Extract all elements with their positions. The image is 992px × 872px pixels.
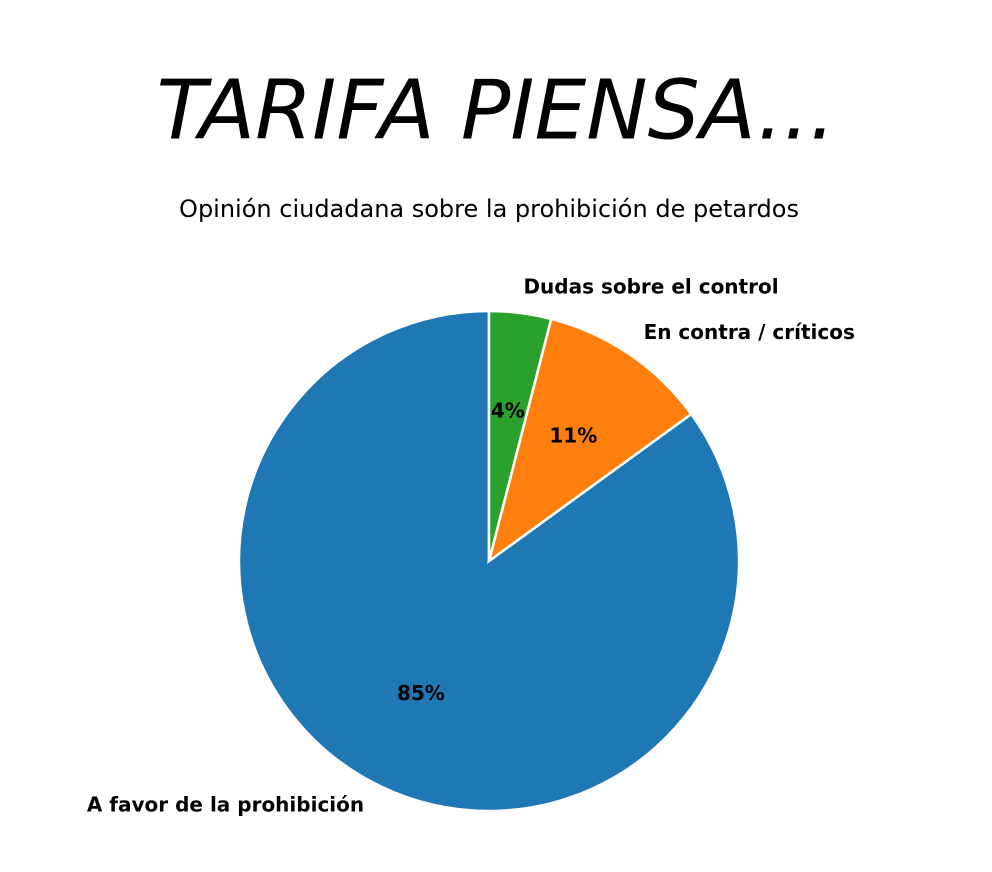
pie-slice: [487, 309, 553, 562]
chart-title: TARIFA PIENSA...: [157, 63, 836, 158]
value-label: 85%: [397, 681, 445, 705]
value-label: 4%: [491, 399, 525, 423]
slice-label: Dudas sobre el control: [523, 275, 778, 299]
slice-label: En contra / críticos: [644, 320, 855, 344]
chart-subtitle: Opinión ciudadana sobre la prohibición d…: [179, 195, 799, 223]
pie-slice: [486, 317, 694, 565]
slice-label: A favor de la prohibición: [87, 793, 364, 817]
value-label: 11%: [549, 423, 597, 447]
